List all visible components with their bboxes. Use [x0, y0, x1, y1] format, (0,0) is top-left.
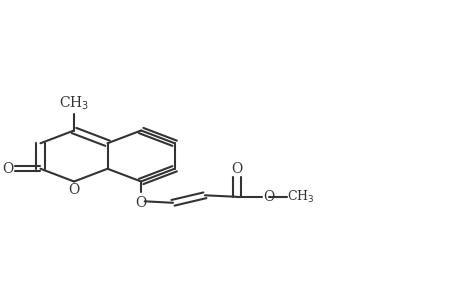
Text: O: O: [2, 162, 13, 176]
Text: CH$_3$: CH$_3$: [286, 189, 313, 205]
Text: O: O: [68, 183, 79, 197]
Text: O: O: [135, 196, 146, 210]
Text: O: O: [230, 162, 242, 176]
Text: CH$_3$: CH$_3$: [59, 95, 89, 112]
Text: O: O: [263, 190, 274, 204]
